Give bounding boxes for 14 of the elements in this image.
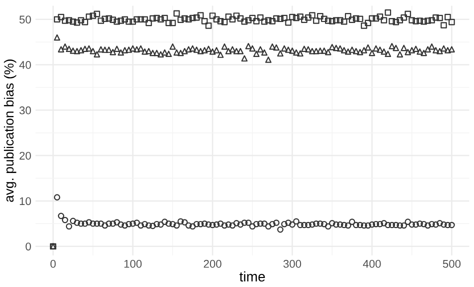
- x-tick-label: 100: [124, 260, 142, 268]
- y-tick-label: 10: [20, 197, 31, 206]
- y-tick-label: 40: [19, 61, 31, 69]
- x-tick-label: 300: [283, 260, 302, 268]
- y-axis-title: avg. publication bias (%): [4, 60, 16, 202]
- x-tick-label: 500: [442, 260, 461, 268]
- y-tick-label: 30: [19, 106, 31, 114]
- x-tick-label: 400: [362, 260, 381, 268]
- x-tick-label: 0: [50, 260, 56, 268]
- x-axis-title: time: [239, 271, 265, 282]
- y-tick-label: 0: [26, 242, 31, 250]
- x-tick-label: 200: [204, 260, 222, 268]
- y-tick-label: 20: [20, 152, 31, 160]
- y-tick-label: 50: [19, 16, 31, 24]
